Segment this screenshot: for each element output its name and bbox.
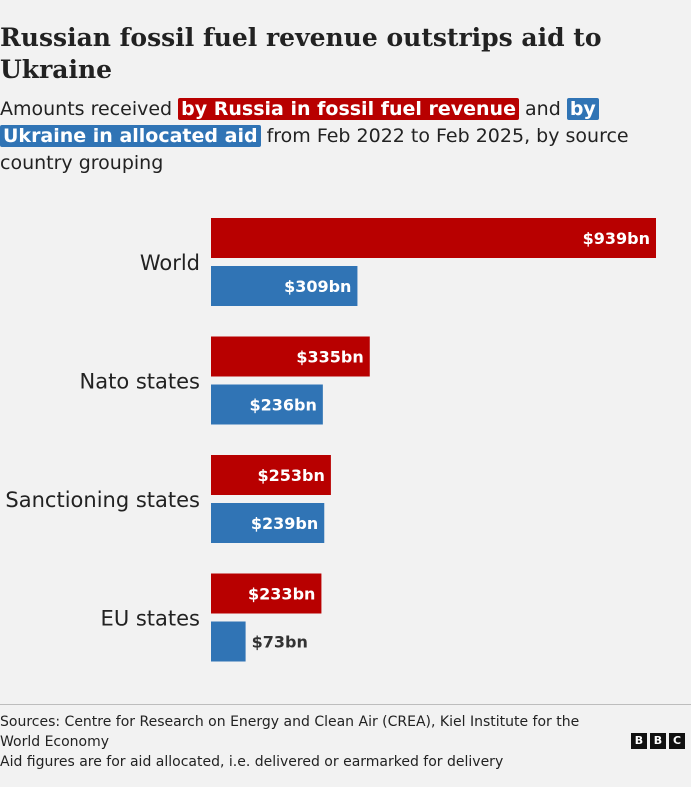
bbc-logo-letter-1: B xyxy=(631,733,647,749)
category-label-eu-states: EU states xyxy=(101,607,200,631)
ukraine-value-label-sanctioning-states: $239bn xyxy=(251,514,318,533)
ukraine-value-label-world: $309bn xyxy=(284,277,351,296)
russia-legend-highlight: by Russia in fossil fuel revenue xyxy=(178,98,519,120)
bbc-logo: B B C xyxy=(631,733,685,749)
bbc-logo-letter-3: C xyxy=(669,733,685,749)
russia-bar-eu-states xyxy=(211,573,322,614)
subtitle-suffix: from Feb 2022 to Feb 2025, by source cou… xyxy=(0,125,629,174)
footer-divider xyxy=(0,704,691,705)
category-label-sanctioning-states: Sanctioning states xyxy=(5,488,200,512)
ukraine-bar-world xyxy=(211,266,358,306)
chart-title: Russian fossil fuel revenue outstrips ai… xyxy=(0,23,602,84)
russia-value-label-sanctioning-states: $253bn xyxy=(258,466,325,485)
footer: Sources: Centre for Research on Energy a… xyxy=(0,712,620,772)
russia-value-label-eu-states: $233bn xyxy=(248,585,315,604)
russia-bar-sanctioning-states xyxy=(211,455,331,495)
russia-bar-world xyxy=(211,218,656,258)
russia-value-label-world: $939bn xyxy=(583,229,650,248)
category-label-nato-states: Nato states xyxy=(80,370,200,394)
ukraine-bar-eu-states xyxy=(211,621,246,662)
ukraine-bar-nato-states xyxy=(211,384,323,425)
ukraine-value-label-eu-states: $73bn xyxy=(252,633,308,652)
russia-value-label-nato-states: $335bn xyxy=(296,348,363,367)
ukraine-value-label-nato-states: $236bn xyxy=(249,396,316,415)
bbc-logo-letter-2: B xyxy=(650,733,666,749)
subtitle-prefix: Amounts received xyxy=(0,98,179,120)
subtitle-middle: and xyxy=(518,98,567,120)
sources-note: Sources: Centre for Research on Energy a… xyxy=(0,714,580,750)
aid-note: Aid figures are for aid allocated, i.e. … xyxy=(0,754,504,770)
chart-subtitle: Amounts received by Russia in fossil fue… xyxy=(0,96,680,177)
bar-chart: World $939bn $309bn Nato states $335bn $236bn… xyxy=(5,218,656,662)
russia-bar-nato-states xyxy=(211,336,370,377)
ukraine-bar-sanctioning-states xyxy=(211,503,325,543)
category-label-world: World xyxy=(140,251,200,275)
